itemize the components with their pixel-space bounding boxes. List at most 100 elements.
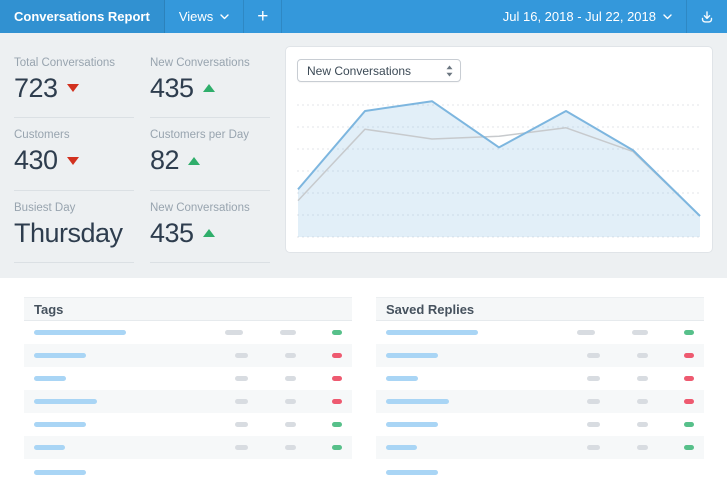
table-row[interactable] — [24, 413, 352, 436]
trend-up-icon — [203, 84, 215, 92]
status-pill-up — [332, 445, 342, 450]
trend-down-icon — [67, 157, 79, 165]
skeleton-label-bar — [34, 330, 126, 335]
skeleton-value-pill — [285, 422, 296, 427]
stat-value-row: 435 — [150, 219, 270, 247]
stat-value: 723 — [14, 74, 58, 102]
skeleton-label-bar — [386, 422, 438, 427]
skeleton-value-pill — [235, 422, 248, 427]
status-pill-up — [332, 422, 342, 427]
panel-title: Tags — [34, 302, 63, 317]
skeleton-value-pill — [235, 376, 248, 381]
table-row[interactable] — [24, 367, 352, 390]
stat-busiest-day: Busiest Day Thursday — [14, 191, 134, 263]
tags-panel-body — [24, 321, 352, 475]
saved-replies-panel-header: Saved Replies — [376, 297, 704, 321]
status-pill-up — [684, 422, 694, 427]
table-row[interactable] — [376, 321, 704, 344]
status-pill-down — [332, 376, 342, 381]
skeleton-value-pill — [637, 376, 648, 381]
status-pill-up — [684, 330, 694, 335]
date-range-label: Jul 16, 2018 - Jul 22, 2018 — [503, 9, 656, 24]
skeleton-value-pill — [587, 445, 600, 450]
table-row[interactable] — [24, 344, 352, 367]
skeleton-value-pill — [235, 445, 248, 450]
skeleton-label-bar — [386, 376, 418, 381]
stat-new-conversations: New Conversations 435 — [150, 46, 270, 118]
table-row[interactable] — [376, 367, 704, 390]
skeleton-value-pill — [637, 399, 648, 404]
stat-total-conversations: Total Conversations 723 — [14, 46, 134, 118]
add-view-button[interactable]: + — [244, 0, 282, 33]
skeleton-value-pill — [637, 422, 648, 427]
stat-value-row: Thursday — [14, 219, 134, 247]
saved-replies-panel-body — [376, 321, 704, 475]
status-pill-down — [684, 353, 694, 358]
skeleton-label-bar — [386, 399, 449, 404]
chart-card: New Conversations — [285, 46, 713, 253]
chevron-down-icon — [220, 14, 229, 20]
table-row[interactable] — [376, 344, 704, 367]
table-row[interactable] — [24, 436, 352, 459]
skeleton-value-pill — [285, 376, 296, 381]
tags-panel-header: Tags — [24, 297, 352, 321]
view-more-link-bar[interactable] — [386, 470, 438, 475]
stat-label: Busiest Day — [14, 202, 134, 214]
stat-value: Thursday — [14, 219, 123, 247]
skeleton-label-bar — [386, 445, 417, 450]
page-title: Conversations Report — [0, 0, 165, 33]
stat-value: 435 — [150, 219, 194, 247]
skeleton-value-pill — [587, 399, 600, 404]
stat-value: 430 — [14, 146, 58, 174]
status-pill-down — [684, 399, 694, 404]
stat-new-conversations: New Conversations435 — [150, 191, 270, 263]
conversations-report-app: Conversations Report Views + Jul 16, 201… — [0, 0, 727, 503]
summary-section: Total Conversations 723 New Conversations 4… — [0, 33, 727, 278]
stat-value: 435 — [150, 74, 194, 102]
date-range-dropdown[interactable]: Jul 16, 2018 - Jul 22, 2018 — [489, 0, 686, 33]
download-icon — [699, 9, 715, 25]
views-dropdown-label: Views — [179, 9, 213, 24]
skeleton-value-pill — [587, 353, 600, 358]
stat-value-row: 723 — [14, 74, 134, 102]
status-pill-down — [684, 376, 694, 381]
select-stepper-icon — [446, 65, 453, 77]
skeleton-value-pill — [225, 330, 243, 335]
conversations-area-chart — [297, 92, 701, 244]
skeleton-value-pill — [637, 445, 648, 450]
table-row[interactable] — [376, 413, 704, 436]
skeleton-value-pill — [285, 353, 296, 358]
trend-down-icon — [67, 84, 79, 92]
skeleton-value-pill — [632, 330, 648, 335]
stat-value-row: 82 — [150, 146, 270, 174]
plus-icon: + — [257, 6, 268, 28]
trend-up-icon — [203, 229, 215, 237]
skeleton-value-pill — [235, 399, 248, 404]
skeleton-value-pill — [637, 353, 648, 358]
stat-customers: Customers 430 — [14, 118, 134, 190]
stat-label: Customers — [14, 129, 134, 141]
table-row[interactable] — [24, 321, 352, 344]
table-row[interactable] — [376, 390, 704, 413]
skeleton-label-bar — [34, 353, 86, 358]
table-row[interactable] — [376, 436, 704, 459]
stat-value-row: 430 — [14, 146, 134, 174]
tables-section: Tags Saved Replies — [0, 278, 727, 503]
status-pill-down — [332, 399, 342, 404]
top-navigation-bar: Conversations Report Views + Jul 16, 201… — [0, 0, 727, 33]
skeleton-value-pill — [285, 399, 296, 404]
stat-label: New Conversations — [150, 57, 270, 69]
status-pill-up — [684, 445, 694, 450]
skeleton-value-pill — [587, 376, 600, 381]
status-pill-up — [332, 330, 342, 335]
stat-label: Customers per Day — [150, 129, 270, 141]
stat-label: Total Conversations — [14, 57, 134, 69]
view-more-link-bar[interactable] — [34, 470, 86, 475]
table-row[interactable] — [24, 390, 352, 413]
skeleton-value-pill — [577, 330, 595, 335]
metric-select[interactable]: New Conversations — [297, 59, 461, 82]
views-dropdown[interactable]: Views — [165, 0, 244, 33]
download-report-button[interactable] — [686, 0, 727, 33]
trend-up-icon — [188, 157, 200, 165]
skeleton-value-pill — [235, 353, 248, 358]
